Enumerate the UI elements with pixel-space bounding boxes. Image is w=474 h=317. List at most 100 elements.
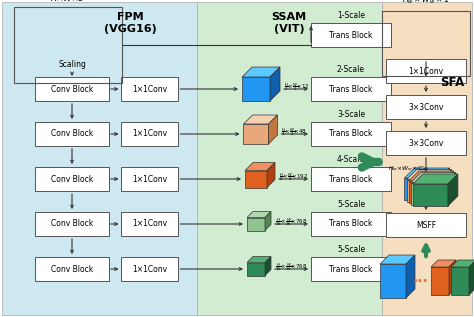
FancyBboxPatch shape [121, 257, 179, 281]
Text: Trans Block: Trans Block [329, 130, 373, 139]
FancyBboxPatch shape [386, 131, 466, 155]
Text: Conv Block: Conv Block [51, 219, 93, 229]
Text: $\frac{H}{8}{\times}\frac{W}{8}{\times}192$: $\frac{H}{8}{\times}\frac{W}{8}{\times}1… [279, 171, 308, 183]
Text: 5-Scale: 5-Scale [337, 245, 365, 254]
Polygon shape [242, 67, 280, 77]
Text: Trans Block: Trans Block [329, 174, 373, 184]
FancyBboxPatch shape [311, 212, 391, 236]
Text: 3×3Conv: 3×3Conv [408, 102, 444, 112]
Text: $\frac{H}{2}{\times}\frac{W}{2}{\times}12$: $\frac{H}{2}{\times}\frac{W}{2}{\times}1… [284, 81, 310, 93]
FancyBboxPatch shape [121, 212, 179, 236]
Polygon shape [451, 260, 474, 267]
Polygon shape [411, 172, 456, 183]
Polygon shape [413, 174, 458, 184]
Text: $\frac{H}{4}{\times}\frac{W}{4}{\times}48$: $\frac{H}{4}{\times}\frac{W}{4}{\times}4… [282, 126, 308, 138]
Polygon shape [411, 183, 446, 204]
Text: $H_w\times W_w\times 1$: $H_w\times W_w\times 1$ [402, 0, 450, 7]
FancyBboxPatch shape [121, 167, 179, 191]
FancyBboxPatch shape [121, 122, 179, 146]
Text: SFA: SFA [440, 75, 464, 88]
FancyBboxPatch shape [35, 257, 109, 281]
Polygon shape [431, 267, 449, 295]
Polygon shape [406, 255, 415, 298]
Text: ...: ... [413, 271, 429, 285]
Polygon shape [265, 256, 271, 275]
Polygon shape [444, 171, 454, 203]
Text: SSAM
(VIT): SSAM (VIT) [272, 12, 307, 34]
Text: Conv Block: Conv Block [51, 130, 93, 139]
Text: 1×1Conv: 1×1Conv [132, 264, 168, 274]
Polygon shape [446, 172, 456, 204]
Text: 4-Scale: 4-Scale [337, 155, 365, 164]
Polygon shape [407, 170, 452, 179]
Polygon shape [449, 260, 456, 295]
FancyBboxPatch shape [197, 2, 382, 315]
FancyBboxPatch shape [35, 122, 109, 146]
FancyBboxPatch shape [311, 77, 391, 101]
Text: Trans Block: Trans Block [329, 219, 373, 229]
Text: 1×1Conv: 1×1Conv [132, 85, 168, 94]
Text: 1×1Conv: 1×1Conv [132, 130, 168, 139]
Polygon shape [409, 171, 454, 181]
FancyBboxPatch shape [2, 2, 197, 315]
FancyBboxPatch shape [121, 77, 179, 101]
Polygon shape [451, 267, 469, 295]
Polygon shape [448, 174, 458, 206]
Polygon shape [409, 181, 444, 203]
Polygon shape [245, 163, 275, 171]
Text: 3×3Conv: 3×3Conv [408, 139, 444, 147]
Polygon shape [404, 168, 449, 178]
FancyBboxPatch shape [386, 95, 466, 119]
Polygon shape [431, 260, 456, 267]
Text: Trans Block: Trans Block [329, 264, 373, 274]
Polygon shape [265, 211, 271, 230]
Polygon shape [442, 170, 452, 202]
Polygon shape [380, 264, 406, 298]
Polygon shape [267, 163, 275, 187]
Text: Trans Block: Trans Block [329, 85, 373, 94]
Text: Trans Block: Trans Block [329, 30, 373, 40]
Text: $H_w{\times}W_w{\times}iC_n$: $H_w{\times}W_w{\times}iC_n$ [388, 165, 428, 173]
Text: Scaling: Scaling [58, 60, 86, 69]
Polygon shape [268, 115, 277, 144]
Text: FPM
(VGG16): FPM (VGG16) [104, 12, 156, 34]
Polygon shape [439, 168, 449, 200]
Text: 1×1Conv: 1×1Conv [132, 219, 168, 229]
Polygon shape [270, 67, 280, 101]
Text: 3-Scale: 3-Scale [337, 110, 365, 119]
Polygon shape [413, 184, 448, 206]
Polygon shape [247, 262, 265, 275]
Text: 1×1Conv: 1×1Conv [132, 174, 168, 184]
Polygon shape [404, 178, 439, 200]
Polygon shape [244, 124, 268, 144]
Polygon shape [247, 256, 271, 262]
Polygon shape [242, 77, 270, 101]
FancyBboxPatch shape [311, 122, 391, 146]
Text: 1×1Conv: 1×1Conv [409, 67, 444, 75]
Text: $\frac{H}{16}{\times}\frac{W}{16}{\times}768$: $\frac{H}{16}{\times}\frac{W}{16}{\times… [275, 216, 308, 228]
Polygon shape [247, 217, 265, 230]
Text: 5-Scale: 5-Scale [337, 200, 365, 209]
Polygon shape [245, 171, 267, 187]
Text: Conv Block: Conv Block [51, 174, 93, 184]
FancyBboxPatch shape [35, 77, 109, 101]
FancyBboxPatch shape [35, 167, 109, 191]
FancyBboxPatch shape [386, 213, 466, 237]
FancyBboxPatch shape [311, 257, 391, 281]
Polygon shape [469, 260, 474, 295]
Text: 2-Scale: 2-Scale [337, 65, 365, 74]
Polygon shape [244, 115, 277, 124]
FancyBboxPatch shape [311, 167, 391, 191]
Text: $\frac{H}{16}{\times}\frac{W}{16}{\times}768$: $\frac{H}{16}{\times}\frac{W}{16}{\times… [275, 261, 308, 273]
FancyBboxPatch shape [386, 59, 466, 83]
Polygon shape [407, 179, 442, 202]
Text: Conv Block: Conv Block [51, 85, 93, 94]
FancyBboxPatch shape [35, 212, 109, 236]
FancyBboxPatch shape [382, 2, 472, 315]
Polygon shape [247, 211, 271, 217]
FancyBboxPatch shape [311, 23, 391, 47]
Text: 1-Scale: 1-Scale [337, 11, 365, 20]
Polygon shape [380, 255, 415, 264]
Text: MSFF: MSFF [416, 221, 436, 230]
Text: Conv Block: Conv Block [51, 264, 93, 274]
